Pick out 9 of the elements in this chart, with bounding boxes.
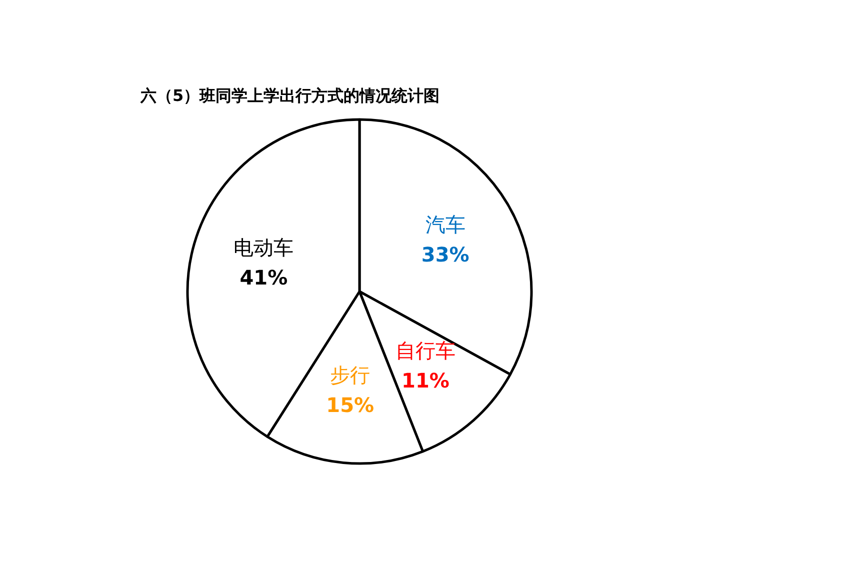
data-label: 11%: [402, 368, 450, 392]
data-label: 41%: [240, 266, 288, 290]
data-label: 33%: [421, 242, 470, 267]
slice-label: 步行: [330, 362, 370, 387]
data-label: 15%: [326, 392, 374, 417]
slice-label: 自行车: [395, 338, 456, 362]
slice-label: 电动车: [234, 236, 294, 260]
chart-title: 六（5）班同学上学出行方式的情况统计图: [140, 86, 440, 105]
slice-label: 汽车: [425, 212, 466, 237]
